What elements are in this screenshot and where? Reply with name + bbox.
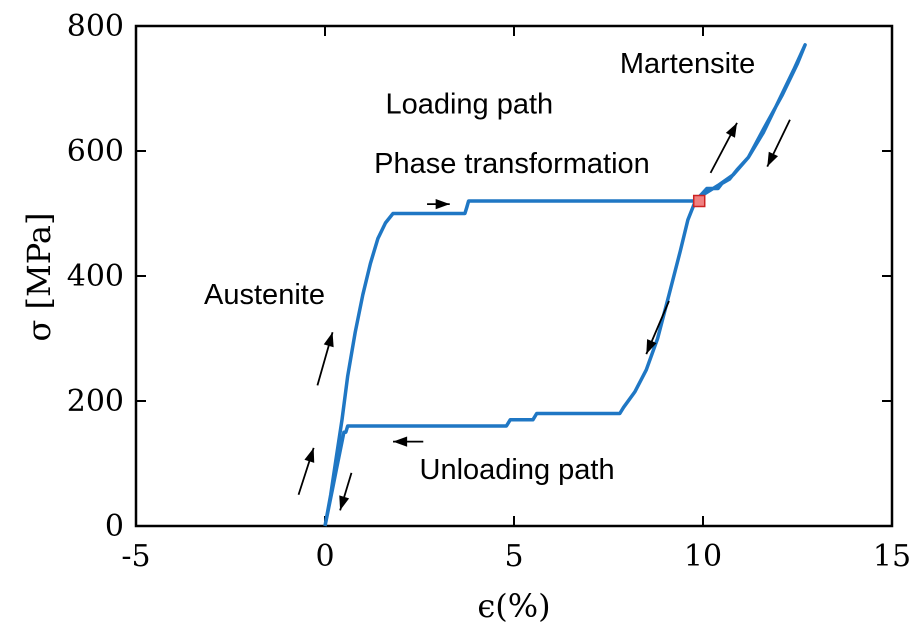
x-tick-label: 5 — [504, 539, 523, 574]
y-tick-labels: 0 200 400 600 800 — [67, 9, 124, 544]
y-tick-label: 0 — [105, 509, 124, 544]
annotations: Loading path Phase transformation Martensi… — [204, 48, 755, 486]
y-axis-label: σ [MPa] — [20, 213, 58, 342]
annotation-label: Martensite — [620, 48, 755, 80]
annotation-label: Phase transformation — [374, 148, 650, 180]
y-tick-label: 400 — [67, 259, 124, 294]
y-tick-label: 800 — [67, 9, 124, 44]
axis-ticks — [135, 25, 893, 527]
direction-arrow — [393, 436, 424, 447]
x-tick-label: 10 — [684, 539, 722, 574]
x-tick-label: -5 — [121, 539, 150, 574]
transformation-point-marker — [692, 194, 706, 208]
direction-arrows — [297, 119, 791, 511]
direction-arrow — [645, 300, 670, 355]
annotation-label: Unloading path — [420, 454, 615, 486]
direction-arrow — [339, 472, 353, 511]
direction-arrow — [709, 122, 738, 174]
annotation-label: Austenite — [204, 279, 325, 311]
stress-strain-curve — [323, 43, 807, 527]
y-tick-label: 600 — [67, 134, 124, 169]
direction-arrow — [297, 447, 315, 496]
annotation-label: Loading path — [385, 89, 553, 121]
direction-arrow — [766, 119, 791, 168]
direction-arrow — [427, 198, 450, 210]
direction-arrow — [316, 332, 334, 386]
y-tick-label: 200 — [67, 384, 124, 419]
x-tick-label: 0 — [315, 539, 334, 574]
x-tick-label: 15 — [873, 539, 911, 574]
x-tick-labels: -5 0 5 10 15 — [121, 539, 911, 574]
x-axis-label: ϵ(%) — [477, 587, 550, 625]
